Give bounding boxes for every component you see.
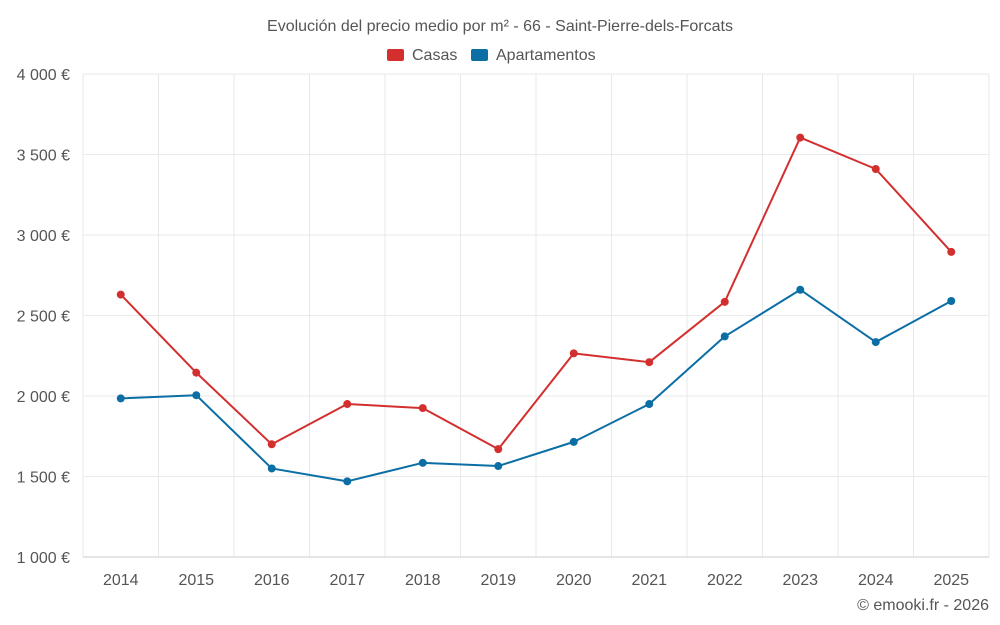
data-point-casas xyxy=(947,247,956,256)
data-point-apartamentos xyxy=(343,477,352,486)
y-tick-label: 3 000 € xyxy=(17,228,70,245)
y-tick-label: 1 000 € xyxy=(17,550,70,567)
x-tick-label: 2016 xyxy=(254,572,290,589)
legend-swatch xyxy=(471,49,488,61)
data-point-casas xyxy=(494,445,503,454)
data-point-apartamentos xyxy=(418,458,427,467)
data-point-apartamentos xyxy=(192,391,201,400)
x-tick-label: 2022 xyxy=(707,572,743,589)
data-point-casas xyxy=(418,404,427,413)
data-point-apartamentos xyxy=(871,338,880,347)
data-point-casas xyxy=(645,358,654,367)
chart-title: Evolución del precio medio por m² - 66 -… xyxy=(267,18,733,35)
legend-swatch xyxy=(387,49,404,61)
y-tick-label: 2 500 € xyxy=(17,309,70,326)
data-point-apartamentos xyxy=(720,332,729,341)
x-tick-label: 2021 xyxy=(631,572,667,589)
credit-text: © emooki.fr - 2026 xyxy=(857,597,989,614)
data-point-apartamentos xyxy=(569,437,578,446)
data-point-apartamentos xyxy=(494,462,503,471)
x-tick-label: 2014 xyxy=(103,572,139,589)
series-line-casas xyxy=(120,136,952,451)
legend-item-casas[interactable]: Casas xyxy=(387,47,457,64)
data-point-casas xyxy=(871,164,880,173)
data-point-apartamentos xyxy=(947,297,956,306)
data-point-casas xyxy=(343,400,352,409)
legend-label: Casas xyxy=(412,47,457,64)
data-point-apartamentos xyxy=(645,400,654,409)
y-tick-label: 2 000 € xyxy=(17,389,70,406)
series-group xyxy=(116,133,956,486)
y-tick-label: 4 000 € xyxy=(17,67,70,84)
y-tick-label: 1 500 € xyxy=(17,470,70,487)
series-casas xyxy=(116,133,956,454)
x-axis: 2014 2015 2016 2017 2018 2019 2020 2021 2022 2023… xyxy=(103,572,969,589)
x-tick-label: 2017 xyxy=(329,572,365,589)
data-point-apartamentos xyxy=(116,394,125,403)
data-point-apartamentos xyxy=(267,464,276,473)
series-apartamentos xyxy=(116,285,956,486)
x-tick-label: 2025 xyxy=(933,572,969,589)
x-tick-label: 2019 xyxy=(480,572,516,589)
x-tick-label: 2018 xyxy=(405,572,441,589)
grid xyxy=(82,73,990,558)
data-point-casas xyxy=(192,368,201,377)
data-point-casas xyxy=(267,440,276,449)
legend-label: Apartamentos xyxy=(496,47,596,64)
data-point-casas xyxy=(720,297,729,306)
data-point-casas xyxy=(116,290,125,299)
y-axis: 1 000 € 1 500 € 2 000 € 2 500 € 3 000 € 3 500… xyxy=(17,67,70,567)
x-tick-label: 2020 xyxy=(556,572,592,589)
data-point-casas xyxy=(569,349,578,358)
data-point-casas xyxy=(796,133,805,142)
data-point-apartamentos xyxy=(796,285,805,294)
x-tick-label: 2023 xyxy=(782,572,818,589)
x-tick-label: 2024 xyxy=(858,572,894,589)
legend-item-apartamentos[interactable]: Apartamentos xyxy=(471,47,596,64)
x-tick-label: 2015 xyxy=(178,572,214,589)
legend: Casas Apartamentos xyxy=(387,47,596,64)
y-tick-label: 3 500 € xyxy=(17,148,70,165)
series-line-apartamentos xyxy=(120,288,952,483)
